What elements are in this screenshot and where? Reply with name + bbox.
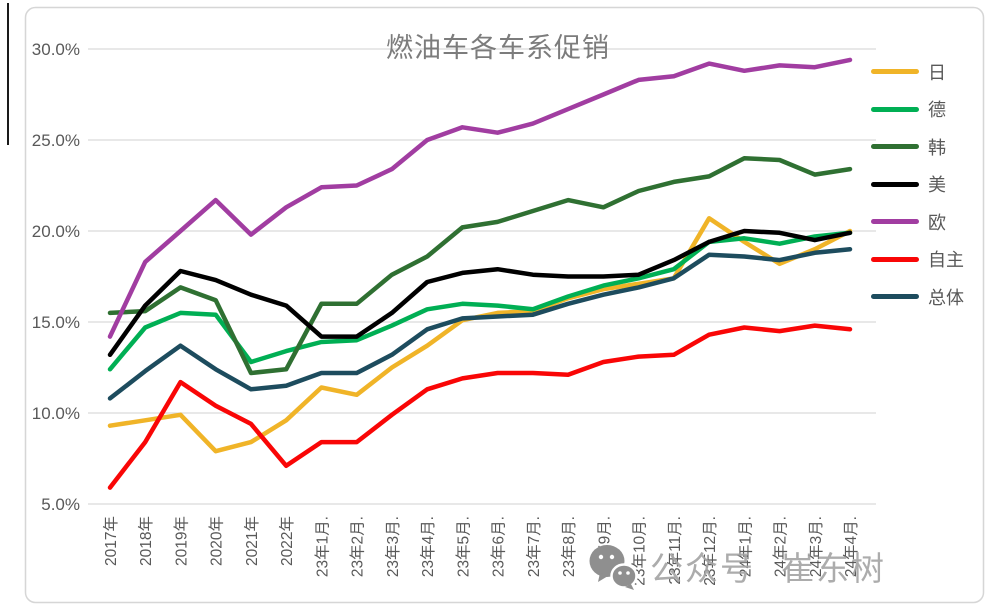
y-axis-tick-label: 10.0% [32, 404, 80, 423]
chart-title: 燃油车各车系促销 [386, 33, 610, 63]
series-line-总体 [107, 246, 853, 401]
x-axis-tick-label: 23年10月. [631, 516, 649, 586]
legend-item-美: 美 [871, 166, 964, 204]
x-axis-tick-label: 2020年 [208, 516, 226, 566]
x-axis-tick-label: 23年3月. [384, 516, 402, 577]
y-axis-tick-label: 25.0% [32, 131, 80, 150]
legend-item-欧: 欧 [871, 203, 964, 241]
legend-swatch-icon [871, 106, 919, 112]
x-axis-tick-label: 23年2月. [349, 516, 367, 577]
x-axis-tick-label: 23年8月. [560, 516, 578, 577]
chart-frame [24, 6, 985, 604]
x-axis-tick-label: 23年7月. [525, 516, 543, 577]
x-axis-tick-label: 23年12月. [701, 516, 719, 586]
legend-swatch-icon [871, 69, 919, 75]
y-axis-tick-label: 20.0% [32, 222, 80, 241]
x-axis-tick-label: 2017年 [102, 516, 120, 566]
x-axis-tick-label: 24年1月. [736, 516, 754, 577]
legend-item-总体: 总体 [871, 278, 964, 316]
series-line-日 [107, 216, 853, 454]
x-axis-tick-label: 23年5月. [454, 516, 472, 577]
legend-label: 德 [928, 100, 946, 121]
y-axis-tick-label: 15.0% [32, 313, 80, 332]
x-axis-tick-label: 23年11月. [666, 516, 684, 585]
x-axis-tick-label: 2021年 [243, 516, 261, 566]
legend-item-自主: 自主 [871, 241, 964, 279]
legend-label: 自主 [928, 250, 964, 271]
legend-swatch-icon [871, 219, 919, 225]
series-line-美 [107, 228, 853, 358]
x-axis-tick-label: 23年6月. [490, 516, 508, 577]
y-axis-tick-label: 5.0% [41, 495, 80, 514]
x-axis-tick-label: 24年4月. [842, 516, 860, 577]
legend-label: 美 [928, 175, 946, 196]
y-axis-tick-label: 30.0% [32, 40, 80, 59]
legend-label: 韩 [928, 137, 946, 158]
legend-item-韩: 韩 [871, 128, 964, 166]
legend-label: 欧 [928, 212, 946, 233]
x-axis-tick-label: 23年1月. [313, 516, 331, 577]
legend-swatch-icon [871, 294, 919, 300]
series-line-欧 [107, 57, 853, 339]
series-line-自主 [107, 323, 853, 490]
x-axis-tick-label: 2018年 [137, 516, 155, 566]
x-axis-tick-label: 2019年 [172, 516, 190, 566]
legend-label: 总体 [928, 287, 964, 308]
legend-label: 日 [928, 62, 946, 83]
legend-swatch-icon [871, 181, 919, 187]
x-axis-tick-label: 24年2月. [772, 516, 790, 577]
legend-item-德: 德 [871, 91, 964, 129]
left-edge-line [7, 3, 9, 145]
x-axis-tick-label: 23年9月. [595, 516, 613, 577]
series-line-韩 [107, 155, 853, 376]
legend-swatch-icon [871, 144, 919, 150]
legend-item-日: 日 [871, 53, 964, 91]
x-axis-tick-label: 23年4月. [419, 516, 437, 577]
legend-swatch-icon [871, 256, 919, 262]
x-axis-tick-label: 24年3月. [807, 516, 825, 577]
series-line-德 [107, 230, 853, 372]
chart-legend: 日德韩美欧自主 总体 [871, 53, 964, 316]
x-axis-tick-label: 2022年 [278, 516, 296, 566]
